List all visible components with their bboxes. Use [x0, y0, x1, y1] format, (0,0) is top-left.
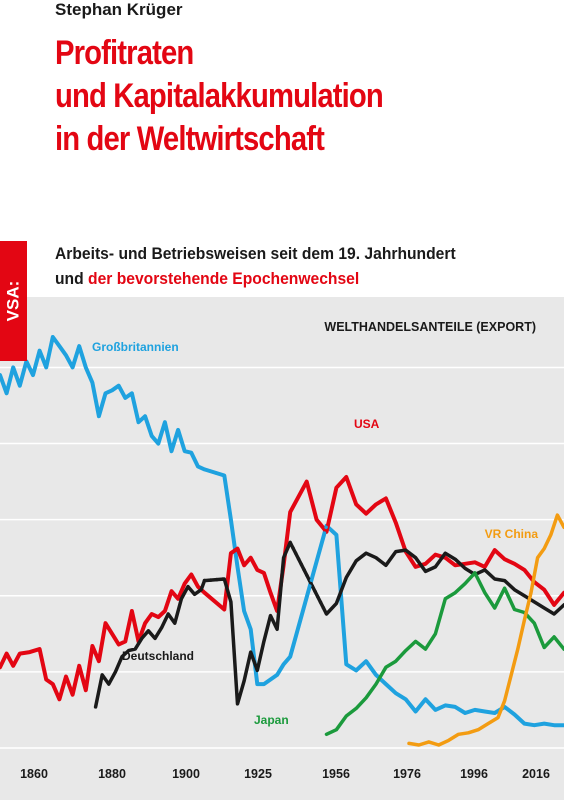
series-line-usa: [0, 475, 564, 702]
x-axis-ticks: 1860 1880 1900 1925 1956 1976 1996 2016: [20, 767, 550, 781]
subtitle-line-1: Arbeits- und Betriebsweisen seit dem 19.…: [55, 244, 456, 263]
publisher-logo: VSA:: [3, 280, 23, 322]
gap-usa-ww2: [314, 517, 329, 534]
subtitle-prefix: und: [55, 269, 89, 288]
series-label-japan: Japan: [254, 713, 289, 727]
series-line-china: [407, 513, 564, 747]
book-title: Profitraten und Kapitalakkumulation in der…: [55, 32, 384, 161]
series-labels: Großbritannien USA Deutschland Japan VR Chin…: [92, 340, 538, 727]
series-label-great-britain: Großbritannien: [92, 340, 179, 354]
series-line-japan: [324, 571, 564, 737]
x-tick-label-1956: 1956: [322, 767, 350, 781]
war-gaps: [202, 467, 329, 659]
chart-background: [0, 297, 564, 800]
title-line-2: und Kapitalakkumulation: [55, 77, 384, 115]
chart-gridlines: [0, 366, 564, 749]
x-tick-label-1976: 1976: [393, 767, 421, 781]
series-line-great-britain: [0, 335, 564, 728]
series-label-usa: USA: [354, 417, 380, 431]
title-line-1: Profitraten: [55, 34, 194, 72]
subtitle-highlight: der bevorstehende Epochenwechsel: [88, 269, 360, 288]
gap-gb-ww1: [202, 467, 227, 478]
x-tick-label-1900: 1900: [172, 767, 200, 781]
gap-germany-ww2: [288, 540, 329, 616]
author: Stephan Krüger: [55, 0, 183, 19]
series-label-germany: Deutschland: [122, 649, 194, 663]
x-tick-label-1860: 1860: [20, 767, 48, 781]
title-line-3: in der Weltwirtschaft: [55, 120, 325, 158]
chart-title: WELTHANDELSANTEILE (EXPORT): [324, 320, 536, 334]
x-tick-label-1880: 1880: [98, 767, 126, 781]
x-tick-label-1925: 1925: [244, 767, 272, 781]
subtitle-line-2: und der bevorstehende Epochenwechsel: [55, 266, 456, 291]
book-subtitle: Arbeits- und Betriebsweisen seit dem 19.…: [55, 241, 456, 291]
gap-gb-ww2: [288, 524, 329, 659]
publisher-tab: VSA:: [0, 241, 27, 361]
gap-usa-ww1: [202, 590, 227, 612]
series-label-china: VR China: [485, 527, 539, 541]
chart-series: [0, 335, 564, 747]
x-tick-label-1996: 1996: [460, 767, 488, 781]
x-tick-label-2016: 2016: [522, 767, 550, 781]
